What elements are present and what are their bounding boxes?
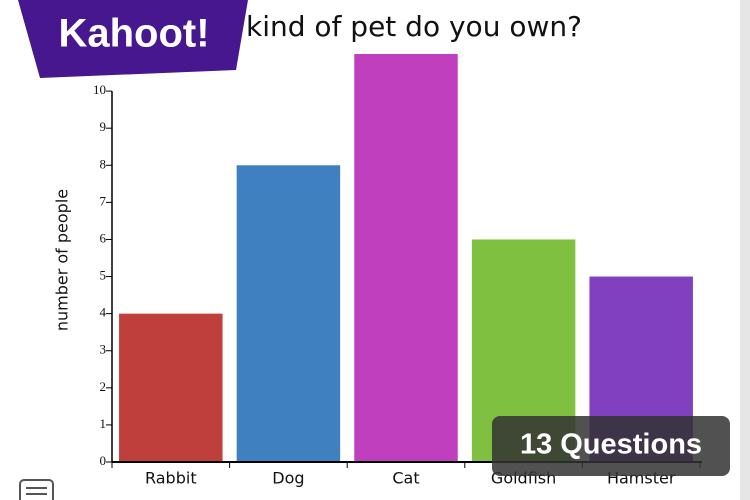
chart-title: kind of pet do you own? <box>246 10 582 43</box>
y-tick-label: 7 <box>100 193 107 208</box>
logo-background <box>18 0 248 78</box>
questions-badge[interactable] <box>492 416 730 476</box>
x-tick-label: Cat <box>392 469 419 488</box>
y-tick-label: 3 <box>100 342 107 357</box>
menu-icon[interactable] <box>19 479 54 500</box>
x-tick-label: Rabbit <box>145 469 197 488</box>
y-tick-label: 6 <box>100 230 107 245</box>
y-tick-label: 8 <box>100 156 107 171</box>
y-axis-label: number of people <box>53 189 72 331</box>
y-tick-label: 4 <box>100 305 107 320</box>
y-tick-label: 10 <box>93 82 106 97</box>
y-tick-label: 9 <box>100 119 107 134</box>
y-tick-label: 5 <box>100 268 107 283</box>
y-tick-label: 1 <box>100 416 107 431</box>
bar <box>354 54 458 462</box>
y-tick-label: 2 <box>100 379 107 394</box>
questions-count: 13 Questions <box>520 429 702 461</box>
bar <box>236 165 341 463</box>
scrollbar <box>740 0 750 500</box>
y-tick-label: 0 <box>100 453 107 468</box>
bar <box>119 313 223 462</box>
x-tick-label: Dog <box>272 469 304 488</box>
logo: Kahoot! <box>58 12 209 56</box>
